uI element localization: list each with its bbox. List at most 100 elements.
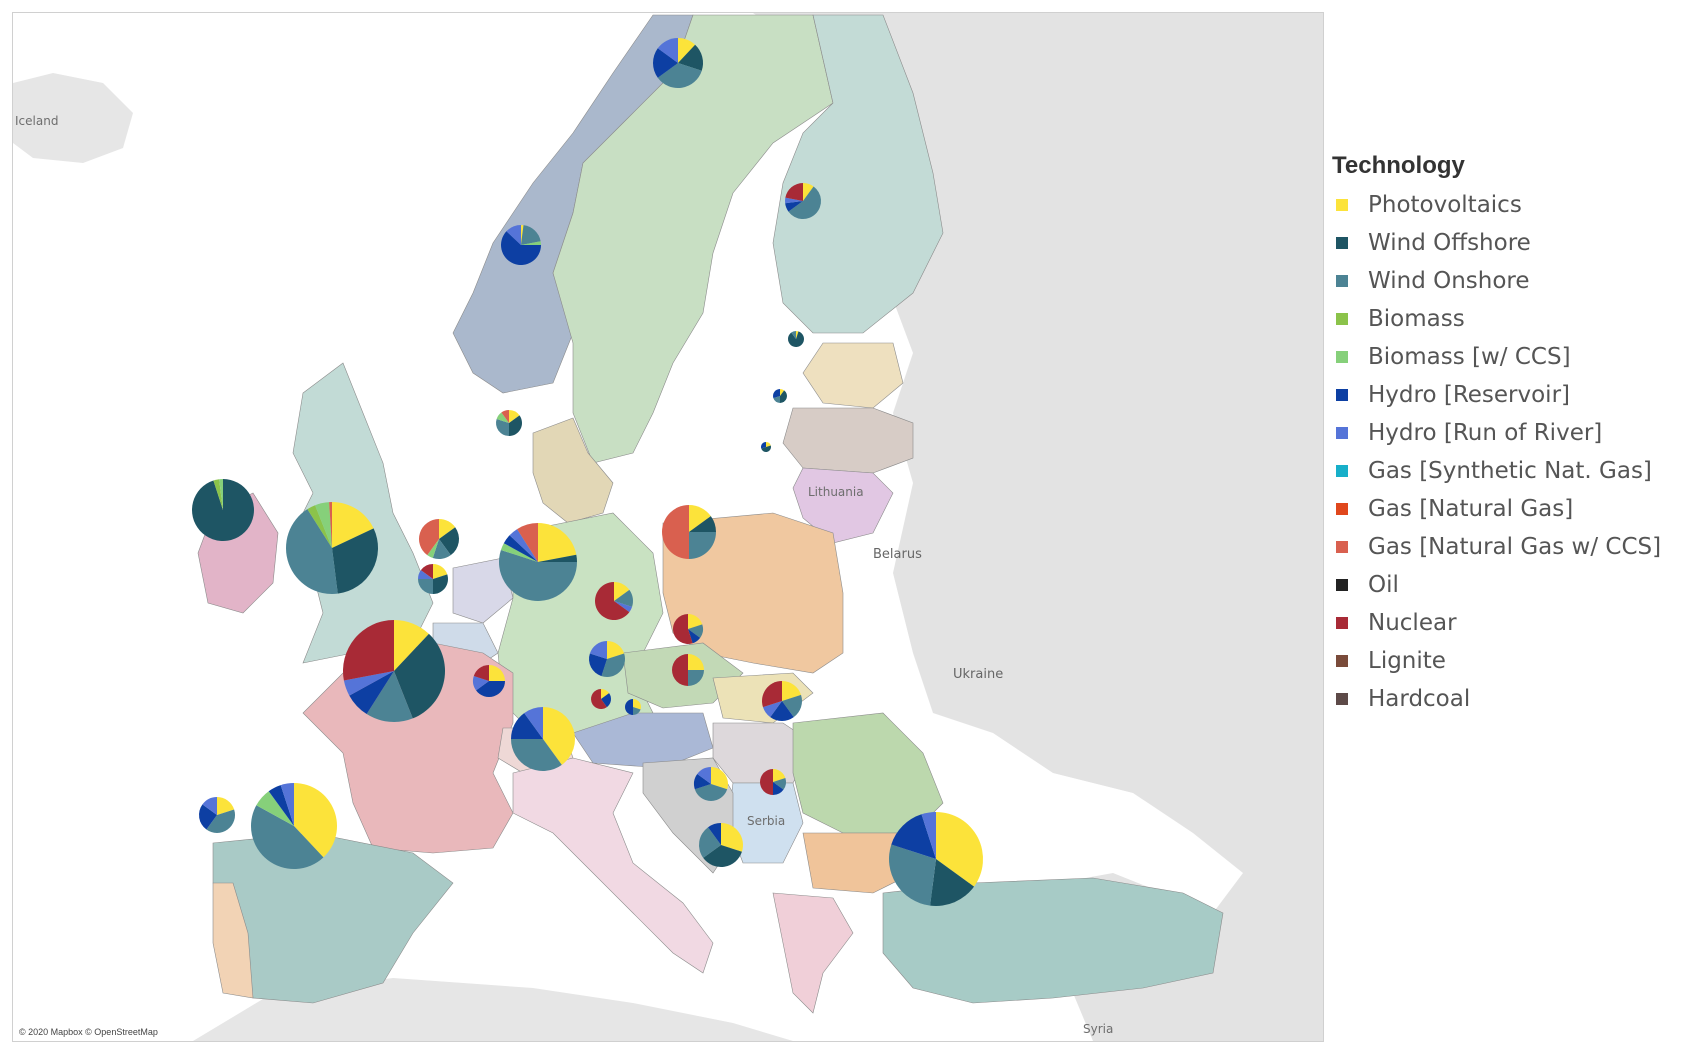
pie-slice[interactable] [688, 654, 704, 670]
pie-slice[interactable] [694, 784, 728, 802]
pie-slice[interactable] [521, 225, 541, 245]
legend-item[interactable]: Photovoltaics [1332, 186, 1694, 224]
pie-slice[interactable] [770, 701, 794, 721]
pie-slice[interactable] [607, 641, 625, 659]
pie-slice[interactable] [394, 633, 446, 719]
pie-slice[interactable] [343, 620, 394, 681]
legend-item[interactable]: Biomass [1332, 300, 1694, 338]
pie-slice[interactable] [785, 197, 803, 204]
pie-slice[interactable] [773, 769, 786, 782]
pie-latvia[interactable] [773, 389, 788, 403]
legend-item[interactable]: Hydro [Reservoir] [1332, 376, 1694, 414]
pie-slice[interactable] [256, 791, 294, 826]
pie-ireland[interactable] [191, 478, 254, 541]
pie-slice[interactable] [506, 225, 521, 245]
pie-slice[interactable] [773, 777, 786, 790]
pie-slice[interactable] [427, 539, 439, 559]
pie-slice[interactable] [760, 769, 773, 795]
pie-slice[interactable] [788, 186, 822, 220]
pie-slice[interactable] [595, 582, 630, 620]
pie-slice[interactable] [689, 505, 711, 532]
pie-slice[interactable] [439, 519, 456, 539]
pie-slice[interactable] [198, 804, 217, 830]
pie-slice[interactable] [418, 579, 433, 594]
pie-lithuania[interactable] [760, 442, 771, 452]
legend-item[interactable]: Lignite [1332, 642, 1694, 680]
pie-markers[interactable] [191, 38, 983, 907]
pie-slice[interactable] [511, 739, 562, 771]
pie-slice[interactable] [538, 554, 577, 562]
pie-belgium[interactable] [418, 564, 448, 594]
pie-netherlands[interactable] [418, 519, 459, 559]
pie-estonia[interactable] [787, 331, 804, 348]
pie-slice[interactable] [591, 689, 607, 709]
map-view[interactable]: Iceland Belarus Ukraine Serbia Syria Lit… [12, 12, 1324, 1042]
pie-slice[interactable] [332, 528, 379, 594]
pie-spain[interactable] [251, 783, 337, 869]
pie-slice[interactable] [589, 653, 607, 677]
pie-slice[interactable] [601, 693, 611, 708]
pie-slice[interactable] [543, 707, 575, 765]
pie-slice[interactable] [662, 505, 689, 559]
map-attribution[interactable]: © 2020 Mapbox © OpenStreetMap [19, 1027, 158, 1037]
pie-slice[interactable] [524, 707, 543, 739]
pie-croatia[interactable] [625, 699, 641, 715]
pie-slice[interactable] [773, 782, 784, 795]
pie-portugal[interactable] [198, 797, 235, 833]
pie-slice[interactable] [349, 671, 394, 715]
pie-hungary[interactable] [672, 654, 704, 686]
pie-serbia[interactable] [694, 767, 729, 802]
pie-slice[interactable] [633, 699, 641, 710]
pie-slice[interactable] [689, 532, 716, 559]
pie-slovakia[interactable] [673, 614, 704, 645]
pie-slice[interactable] [496, 418, 509, 436]
pie-slice[interactable] [251, 805, 324, 869]
pie-slice[interactable] [688, 670, 704, 686]
pie-slice[interactable] [936, 812, 983, 887]
pie-slice[interactable] [688, 629, 701, 644]
legend-item[interactable]: Gas [Synthetic Nat. Gas] [1332, 452, 1694, 490]
pie-slice[interactable] [694, 774, 711, 790]
pie-slice[interactable] [711, 767, 729, 790]
pie-slice[interactable] [499, 549, 577, 601]
pie-slice[interactable] [476, 681, 505, 697]
pie-slice[interactable] [489, 665, 505, 681]
pie-slice[interactable] [191, 479, 254, 541]
pie-slice[interactable] [803, 183, 814, 201]
pie-slice[interactable] [780, 389, 785, 396]
pie-slice[interactable] [294, 783, 337, 858]
pie-romania[interactable] [762, 681, 803, 721]
pie-slice[interactable] [473, 665, 489, 681]
pie-greece[interactable] [698, 823, 743, 868]
pie-slice[interactable] [217, 797, 235, 815]
legend-item[interactable]: Hardcoal [1332, 680, 1694, 718]
pie-slice[interactable] [785, 183, 803, 201]
legend-item[interactable]: Gas [Natural Gas w/ CCS] [1332, 528, 1694, 566]
pie-slice[interactable] [332, 502, 374, 548]
pie-slice[interactable] [921, 812, 936, 859]
pie-slice[interactable] [394, 620, 429, 671]
pie-slice[interactable] [433, 574, 448, 594]
pie-slice[interactable] [698, 827, 721, 858]
legend-item[interactable]: Biomass [w/ CCS] [1332, 338, 1694, 376]
pie-slice[interactable] [509, 415, 523, 436]
pie-slice[interactable] [773, 396, 780, 403]
pie-slice[interactable] [889, 844, 936, 906]
pie-slice[interactable] [760, 442, 766, 449]
pie-slovenia[interactable] [591, 689, 611, 709]
pie-switzerland[interactable] [473, 665, 505, 697]
pie-slice[interactable] [787, 331, 804, 348]
legend-item[interactable]: Wind Offshore [1332, 224, 1694, 262]
pie-slice[interactable] [930, 859, 975, 907]
legend-item[interactable]: Gas [Natural Gas] [1332, 490, 1694, 528]
pie-italy[interactable] [511, 707, 575, 771]
pie-slice[interactable] [213, 479, 223, 510]
pie-slice[interactable] [657, 38, 678, 63]
pie-slice[interactable] [653, 48, 678, 78]
pie-slice[interactable] [601, 653, 626, 677]
pie-slice[interactable] [496, 412, 509, 423]
pie-slice[interactable] [433, 564, 448, 579]
pie-turkey[interactable] [889, 812, 983, 907]
pie-slice[interactable] [657, 63, 702, 88]
pie-slice[interactable] [509, 529, 538, 562]
